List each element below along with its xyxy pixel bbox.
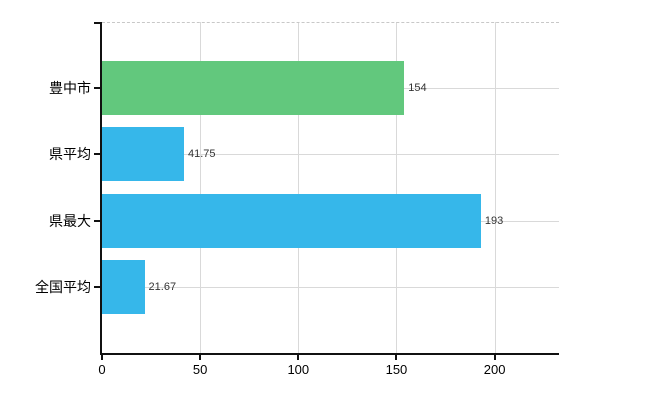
- vertical-gridline: [298, 22, 300, 353]
- vertical-gridline: [396, 22, 398, 353]
- bar-value-label: 21.67: [148, 280, 177, 293]
- y-axis-label: 豊中市: [49, 80, 91, 97]
- x-axis-tick: [395, 355, 398, 360]
- vertical-gridline: [200, 22, 202, 353]
- x-axis-line: [100, 353, 559, 355]
- horizontal-gridline: [102, 286, 559, 288]
- x-axis-tick-label: 100: [287, 362, 310, 377]
- plot-top-border: [102, 22, 559, 23]
- x-axis-tick: [199, 355, 202, 360]
- horizontal-gridline: [102, 154, 559, 156]
- y-axis-tick: [94, 153, 100, 156]
- bar: [102, 127, 184, 182]
- y-axis-label: 県最大: [49, 212, 91, 229]
- bar: [102, 193, 481, 248]
- y-axis-line: [100, 22, 102, 355]
- x-axis-tick-label: 200: [483, 362, 506, 377]
- x-axis-tick-label: 50: [192, 362, 208, 377]
- bar: [102, 61, 405, 116]
- x-axis-tick: [297, 355, 300, 360]
- x-axis-tick-label: 150: [385, 362, 408, 377]
- y-axis-tick: [94, 285, 100, 288]
- bar-value-label: 41.75: [187, 148, 216, 161]
- x-axis-tick: [493, 355, 496, 360]
- y-axis-tick: [94, 87, 100, 90]
- y-axis-tick: [94, 219, 100, 222]
- y-axis-label: 全国平均: [35, 278, 91, 295]
- x-axis-tick-label: 0: [98, 362, 106, 377]
- bar: [102, 259, 145, 314]
- vertical-gridline: [494, 22, 496, 353]
- x-axis-tick: [101, 355, 103, 360]
- bar-value-label: 154: [408, 82, 427, 95]
- y-axis-label: 県平均: [49, 146, 91, 163]
- bar-value-label: 193: [484, 214, 504, 227]
- y-axis-tick: [94, 22, 100, 24]
